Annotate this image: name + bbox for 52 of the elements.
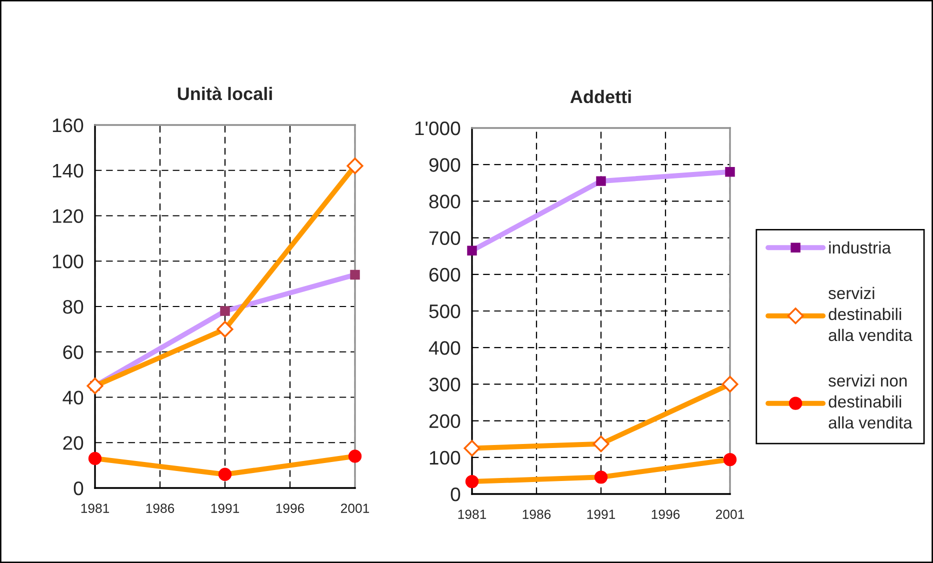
point: [594, 470, 608, 484]
y-tick-label: 900: [429, 158, 460, 172]
x-tick-label: 2001: [716, 510, 744, 519]
legend-label: servizi destinabili alla vendita: [828, 286, 912, 342]
legend-label: servizi non destinabili alla vendita: [828, 374, 912, 429]
y-tick-label: 500: [429, 304, 460, 318]
x-tick-label: 1991: [211, 504, 240, 513]
y-tick-label: 60: [63, 345, 84, 360]
y-tick-label: 1'000: [415, 121, 460, 136]
y-tick-label: 700: [429, 231, 460, 246]
x-tick-label: 1981: [81, 504, 110, 513]
y-tick-label: 300: [429, 378, 460, 392]
y-tick-label: 800: [429, 194, 460, 208]
point: [464, 440, 480, 457]
chart-title: Unità locali: [178, 86, 272, 100]
y-tick-label: 0: [450, 487, 460, 502]
point: [596, 176, 606, 186]
y-tick-label: 120: [52, 209, 84, 223]
point: [722, 376, 738, 392]
y-tick-label: 20: [63, 436, 84, 450]
legend-label: industria: [829, 241, 892, 254]
point: [467, 246, 477, 256]
point: [88, 452, 102, 466]
y-tick-label: 0: [74, 481, 84, 496]
x-tick-label: 1996: [652, 510, 680, 519]
y-tick-label: 600: [429, 268, 460, 282]
x-tick-label: 1981: [458, 510, 486, 519]
point: [723, 452, 737, 466]
point: [465, 474, 479, 488]
y-tick-label: 400: [428, 341, 460, 355]
point: [592, 436, 610, 452]
x-tick-label: 1996: [276, 504, 304, 513]
y-tick-label: 200: [429, 414, 460, 428]
x-tick-label: 1986: [146, 504, 174, 513]
point: [220, 306, 230, 316]
point: [86, 378, 104, 394]
x-tick-label: 1991: [587, 510, 616, 519]
point: [346, 158, 364, 174]
chart-title: Addetti: [570, 90, 631, 104]
y-tick-label: 40: [62, 390, 84, 404]
point: [725, 167, 735, 177]
y-tick-label: 100: [52, 254, 84, 268]
y-tick-label: 100: [430, 450, 460, 465]
point: [218, 468, 232, 481]
point: [216, 320, 234, 338]
point: [348, 450, 362, 463]
point: [350, 270, 360, 280]
y-tick-label: 160: [52, 118, 84, 132]
y-tick-label: 140: [52, 164, 84, 178]
y-tick-label: 80: [63, 300, 84, 314]
x-tick-label: 1986: [522, 510, 551, 519]
x-tick-label: 2001: [340, 504, 370, 513]
